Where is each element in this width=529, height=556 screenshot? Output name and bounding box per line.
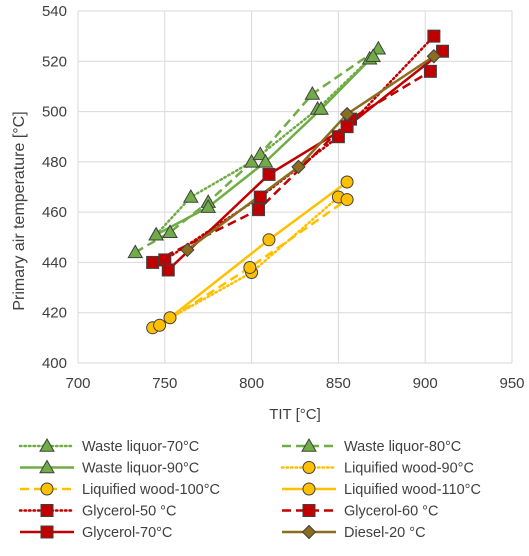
x-tick-label: 800 — [239, 375, 264, 392]
legend-item-diesel-20-c: Diesel-20 °C — [282, 524, 426, 541]
legend-label: Glycerol-50 °C — [82, 504, 176, 520]
legend-label: Liquified wood-90°C — [344, 461, 474, 477]
data-point-waste-liquor-90c — [200, 199, 217, 213]
data-point-waste-liquor-90c — [257, 153, 274, 168]
y-tick-label: 540 — [42, 3, 67, 20]
data-point-glycerol-50-c — [427, 29, 441, 43]
legend-label: Waste liquor-70°C — [82, 439, 199, 455]
data-point-diesel-20-c — [426, 49, 442, 64]
legend-marker — [39, 459, 55, 474]
legend-marker — [302, 461, 316, 474]
y-tick-label: 440 — [42, 254, 67, 271]
data-point-waste-liquor-80c — [162, 224, 178, 239]
legend-item-liquified-wood-110c: Liquified wood-110°C — [282, 482, 481, 498]
legend-marker — [301, 437, 317, 452]
x-tick-label: 950 — [499, 375, 524, 392]
legend-item-glycerol-50-c: Glycerol-50 °C — [18, 504, 176, 520]
data-point-waste-liquor-70c — [182, 189, 199, 203]
x-tick-label: 900 — [413, 375, 438, 392]
legend-item-waste-liquor-90c: Waste liquor-90°C — [20, 459, 199, 477]
data-point-waste-liquor-90c — [148, 226, 164, 241]
x-tick-label: 700 — [65, 375, 90, 392]
legend-marker — [302, 482, 316, 496]
series-line-liquified-wood-100c — [158, 198, 348, 327]
series-line-glycerol-70c — [167, 50, 444, 271]
grid — [77, 10, 513, 364]
legend-label: Waste liquor-80°C — [344, 439, 461, 455]
y-tick-label: 520 — [42, 53, 67, 70]
series-markers — [127, 29, 450, 335]
data-point-waste-liquor-80c — [304, 85, 321, 100]
legend-label: Liquified wood-100°C — [82, 482, 220, 498]
x-tick-labels: 700 750 800 850 900 950 — [65, 375, 524, 392]
data-point-glycerol-60-c — [146, 255, 160, 269]
data-point-glycerol-60-c — [252, 203, 266, 217]
data-point-glycerol-60-c — [423, 64, 437, 78]
legend-marker — [40, 504, 54, 517]
legend-label: Glycerol-60 °C — [344, 504, 438, 520]
legend-marker — [301, 524, 317, 540]
y-tick-label: 420 — [42, 305, 67, 322]
data-point-glycerol-50-c — [253, 190, 267, 204]
data-point-waste-liquor-80c — [370, 40, 387, 55]
legend-item-glycerol-70c: Glycerol-70°C — [20, 525, 172, 541]
data-point-glycerol-70c — [262, 167, 276, 181]
data-point-liquified-wood-110c — [163, 311, 177, 325]
legend-marker — [302, 504, 316, 517]
y-tick-label: 400 — [42, 355, 67, 372]
y-tick-labels: 400 420 440 460 480 500 520 540 — [42, 3, 67, 372]
data-point-liquified-wood-100c — [243, 260, 257, 274]
legend-item-liquified-wood-90c: Liquified wood-90°C — [280, 461, 474, 477]
series-lines — [134, 34, 444, 330]
series-line-waste-liquor-80c — [134, 47, 380, 254]
data-point-glycerol-70c — [340, 120, 354, 134]
data-point-diesel-20-c — [291, 159, 306, 175]
data-point-diesel-20-c — [180, 242, 195, 258]
series-line-glycerol-50-c — [163, 34, 436, 262]
legend-item-waste-liquor-80c: Waste liquor-80°C — [282, 437, 461, 455]
legend-item-liquified-wood-100c: Liquified wood-100°C — [20, 482, 220, 498]
data-point-waste-liquor-90c — [365, 48, 381, 63]
x-axis-label: TIT [°C] — [269, 406, 321, 423]
legend-marker — [39, 437, 55, 452]
legend-label: Glycerol-70°C — [82, 525, 172, 541]
data-point-liquified-wood-100c — [153, 318, 167, 332]
legend: Waste liquor-70°C Waste liquor-80°C Waste … — [18, 437, 481, 541]
y-axis-label: Primary air temperature [°C] — [11, 111, 28, 310]
legend-label: Diesel-20 °C — [344, 525, 426, 541]
legend-item-waste-liquor-70c: Waste liquor-70°C — [18, 437, 199, 455]
legend-label: Liquified wood-110°C — [344, 482, 481, 498]
data-point-waste-liquor-80c — [127, 244, 144, 259]
data-point-waste-liquor-70c — [243, 153, 260, 168]
data-point-waste-liquor-80c — [252, 146, 269, 161]
legend-marker — [40, 482, 54, 496]
x-tick-label: 850 — [326, 375, 351, 392]
y-tick-label: 460 — [42, 204, 67, 221]
data-point-diesel-20-c — [339, 106, 355, 122]
data-point-liquified-wood-110c — [262, 233, 276, 247]
series-line-diesel-20-c — [186, 55, 435, 251]
data-point-waste-liquor-90c — [313, 101, 329, 115]
data-point-liquified-wood-110c — [340, 175, 354, 189]
y-tick-label: 480 — [42, 154, 67, 171]
data-point-glycerol-70c — [161, 263, 175, 277]
legend-item-glycerol-60-c: Glycerol-60 °C — [282, 504, 438, 520]
data-point-glycerol-50-c — [331, 130, 345, 144]
legend-label: Waste liquor-90°C — [82, 461, 199, 477]
y-tick-label: 500 — [42, 104, 67, 121]
data-point-liquified-wood-100c — [340, 193, 354, 207]
legend-marker — [40, 525, 54, 539]
data-point-glycerol-70c — [436, 44, 450, 58]
x-tick-label: 750 — [152, 375, 177, 392]
